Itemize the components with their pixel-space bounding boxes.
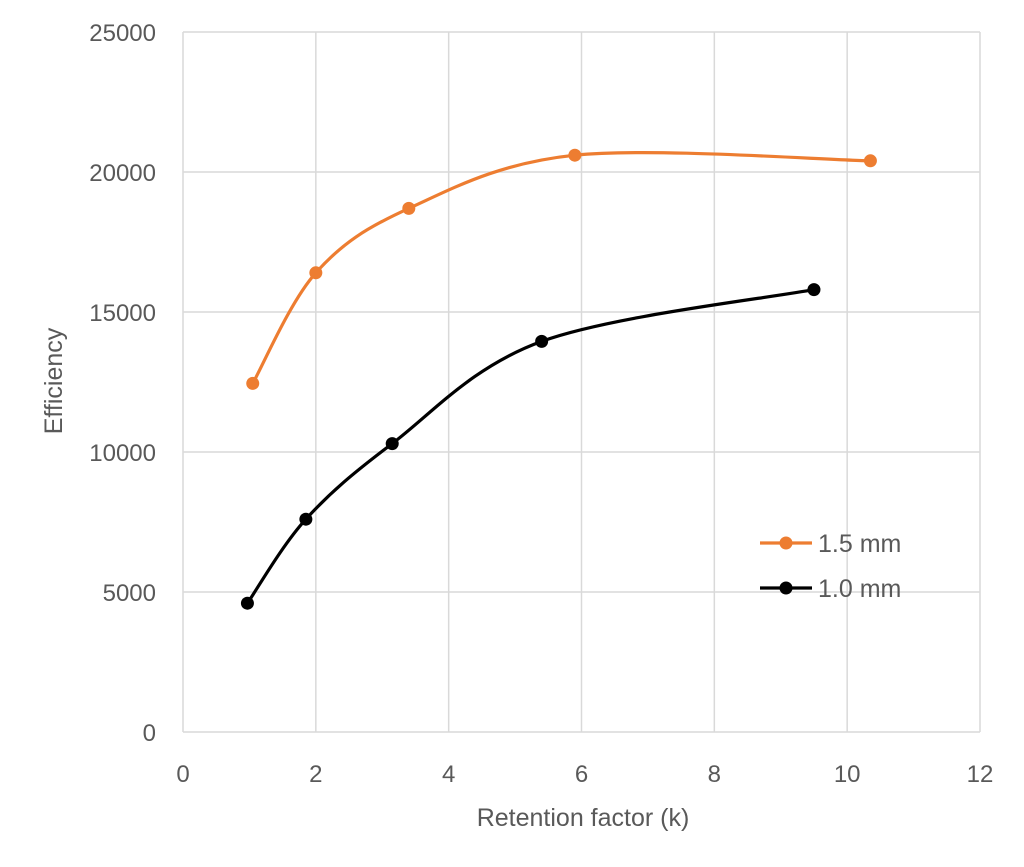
x-axis-title: Retention factor (k) [477, 804, 690, 832]
x-tick-label: 12 [967, 761, 994, 788]
legend-marker [779, 536, 793, 550]
x-tick-label: 4 [442, 761, 455, 788]
legend-marker [779, 581, 793, 595]
legend: 1.5 mm 1.0 mm [760, 530, 901, 603]
y-tick-label: 15000 [89, 300, 156, 327]
data-point-1-5-mm [246, 376, 260, 390]
legend-item-1-0-mm: 1.0 mm [760, 575, 901, 603]
grid [182, 31, 981, 733]
legend-item-1-5-mm: 1.5 mm [760, 530, 901, 558]
data-point-1-5-mm [863, 154, 877, 168]
data-point-1-5-mm [568, 148, 582, 162]
series [240, 148, 877, 610]
y-axis-title: Efficiency [40, 327, 68, 434]
y-axis-ticks: 0 5000 10000 15000 20000 25000 [89, 20, 156, 747]
x-tick-label: 2 [309, 761, 322, 788]
legend-label: 1.5 mm [818, 530, 901, 558]
data-point-1-5-mm [402, 201, 416, 215]
x-tick-label: 0 [176, 761, 189, 788]
data-point-1-0-mm [385, 437, 399, 451]
series-1-5-mm [246, 148, 877, 390]
y-tick-label: 10000 [89, 440, 156, 467]
y-tick-label: 20000 [89, 160, 156, 187]
y-tick-label: 25000 [89, 20, 156, 47]
legend-label: 1.0 mm [818, 575, 901, 603]
series-line-1-5-mm [251, 150, 871, 385]
x-axis-ticks: 0 2 4 6 8 10 12 [176, 761, 993, 788]
data-point-1-0-mm [807, 283, 821, 297]
data-point-1-5-mm [309, 266, 323, 280]
data-point-1-0-mm [535, 334, 549, 348]
x-tick-label: 8 [708, 761, 721, 788]
y-tick-label: 0 [143, 720, 156, 747]
x-tick-label: 10 [834, 761, 861, 788]
x-tick-label: 6 [575, 761, 588, 788]
data-point-1-0-mm [240, 596, 254, 610]
series-1-0-mm [240, 283, 821, 610]
y-tick-label: 5000 [103, 580, 156, 607]
series-line-1-0-mm [246, 288, 815, 605]
data-point-1-0-mm [299, 512, 313, 526]
